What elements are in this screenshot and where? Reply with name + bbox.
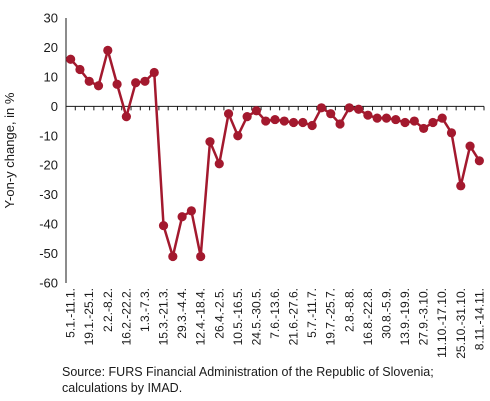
x-tick-label: 1.3.-7.3. [138,288,152,332]
x-tick-label: 26.4.-2.5. [212,288,226,339]
data-point [335,119,345,129]
x-tick-label: 25.10.-31.10. [454,288,468,359]
x-tick-label: 10.5.-16.5. [231,288,245,345]
data-point [251,106,262,116]
data-point [103,45,113,55]
data-point [66,54,76,64]
data-point [298,117,308,128]
x-tick-label: 30.8.-5.9. [379,288,393,339]
y-tick-label: -30 [39,187,58,202]
x-tick-label: 2.2.-8.2. [101,288,115,332]
data-point [75,64,85,75]
x-tick-label: 8.11.-14.11. [472,288,486,350]
data-point [214,159,224,169]
data-point [456,181,466,191]
data-point [354,104,364,114]
data-point [446,128,457,138]
x-tick-label: 5.1.-11.1. [64,288,78,338]
x-tick-label: 29.3.-4.4. [175,288,189,339]
x-tick-label: 11.10.-17.10. [435,288,449,358]
data-point [196,251,206,262]
data-point [270,114,280,125]
data-point [242,112,252,122]
data-point [140,76,150,86]
data-point [474,156,484,166]
data-point [168,251,178,262]
x-tick-label: 13.9.-19.9. [398,288,412,345]
data-point [326,109,336,119]
data-point [121,112,131,122]
data-point [465,141,475,151]
y-tick-label: -40 [39,217,58,232]
x-tick-label: 27.9.-3.10. [417,288,431,345]
x-tick-label: 19.1.-25.1. [82,288,96,345]
y-axis-label: Y-on-y change, in % [2,92,17,208]
data-point [400,117,410,128]
data-point [307,120,317,131]
y-tick-label: 30 [44,11,58,26]
data-point [93,81,104,91]
data-point [158,220,169,231]
data-point [279,116,289,126]
data-point [381,113,392,123]
x-tick-label: 2.8.-8.8. [342,288,356,332]
x-tick-label: 19.7.-25.7. [324,288,338,345]
data-point [223,109,234,119]
x-tick-label: 12.4.-18.4. [194,288,208,345]
data-point [363,110,373,120]
y-axis-tick-labels: -60 -50 -40 -30 -20 -10 0 10 20 30 [39,11,58,291]
x-tick-label: 16.2.-22.2. [119,288,133,345]
data-point [186,206,196,216]
x-tick-label: 24.5.-30.5. [249,288,263,345]
data-point [316,103,327,113]
data-point [288,117,299,128]
y-tick-label: 20 [44,40,58,55]
line-chart: -60 -50 -40 -30 -20 -10 0 10 20 30 5.1.-11.1. 19.1… [2,11,487,359]
x-tick-label: 21.6.-27.6. [287,288,301,345]
x-tick-label: 5.7.-11.7. [305,288,319,338]
x-tick-label: 7.6.-13.6. [268,288,282,339]
y-tick-label: -60 [39,276,58,291]
x-axis-ticks [65,106,485,111]
data-point [131,78,141,88]
y-tick-label: -50 [39,246,58,261]
source-note: Source: FURS Financial Administration of… [62,365,434,395]
data-point [409,116,419,126]
data-point [149,67,159,78]
y-tick-label: -20 [39,158,58,173]
y-tick-label: 0 [51,99,58,114]
x-tick-label: 16.8.-22.8. [361,288,375,345]
data-point [112,79,122,89]
data-point [372,113,382,123]
data-point [177,212,187,222]
data-point [391,114,401,125]
data-point [419,123,429,134]
data-point [205,137,215,147]
y-tick-label: 10 [44,69,58,84]
data-point [261,116,271,126]
data-point [233,131,243,141]
data-point [428,117,438,128]
y-tick-label: -10 [39,128,58,143]
data-point [344,103,354,113]
data-point [84,76,94,86]
x-tick-label: 15.3.-21.3. [157,288,171,345]
data-point [437,113,447,123]
x-axis-tick-labels: 5.1.-11.1. 19.1.-25.1. 2.2.-8.2. 16.2.-22.2… [64,288,487,359]
series-markers [66,45,484,262]
